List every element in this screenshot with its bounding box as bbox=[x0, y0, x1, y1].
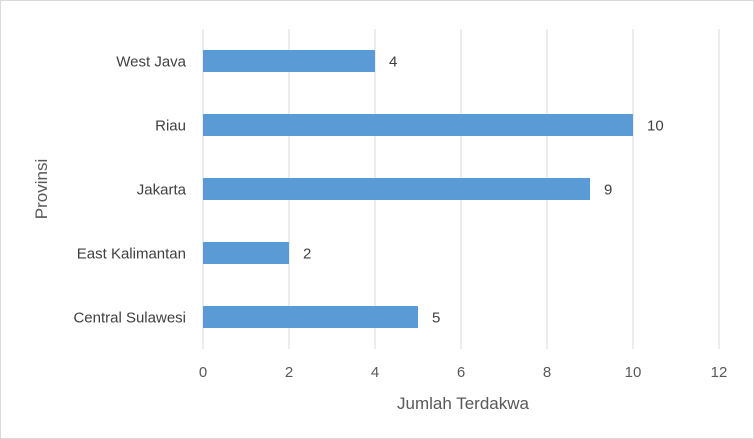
x-axis-title: Jumlah Terdakwa bbox=[397, 394, 530, 413]
x-tick-label: 12 bbox=[711, 364, 728, 381]
bar bbox=[203, 178, 590, 200]
category-label: Central Sulawesi bbox=[73, 310, 186, 327]
x-tick-label: 6 bbox=[457, 364, 465, 381]
x-tick-label: 4 bbox=[371, 364, 379, 381]
x-tick-label: 2 bbox=[285, 364, 293, 381]
data-label: 9 bbox=[604, 182, 612, 199]
bar bbox=[203, 50, 375, 72]
bar bbox=[203, 306, 418, 328]
category-labels: West Java Riau Jakarta East Kalimantan Centr… bbox=[73, 54, 186, 327]
x-tick-label: 0 bbox=[199, 364, 207, 381]
x-tick-label: 8 bbox=[543, 364, 551, 381]
y-axis-title: Provinsi bbox=[32, 159, 51, 219]
category-label: Jakarta bbox=[137, 182, 187, 199]
category-label: Riau bbox=[155, 118, 186, 135]
data-label: 10 bbox=[647, 118, 664, 135]
data-labels: 4 10 9 2 5 bbox=[303, 54, 664, 327]
x-tick-labels: 0 2 4 6 8 10 12 bbox=[199, 364, 728, 381]
x-tick-label: 10 bbox=[625, 364, 642, 381]
data-label: 4 bbox=[389, 54, 397, 71]
category-label: East Kalimantan bbox=[77, 246, 186, 263]
bar bbox=[203, 114, 633, 136]
category-label: West Java bbox=[116, 54, 186, 71]
data-label: 2 bbox=[303, 246, 311, 263]
bar bbox=[203, 242, 289, 264]
data-label: 5 bbox=[432, 310, 440, 327]
bars bbox=[203, 50, 633, 328]
